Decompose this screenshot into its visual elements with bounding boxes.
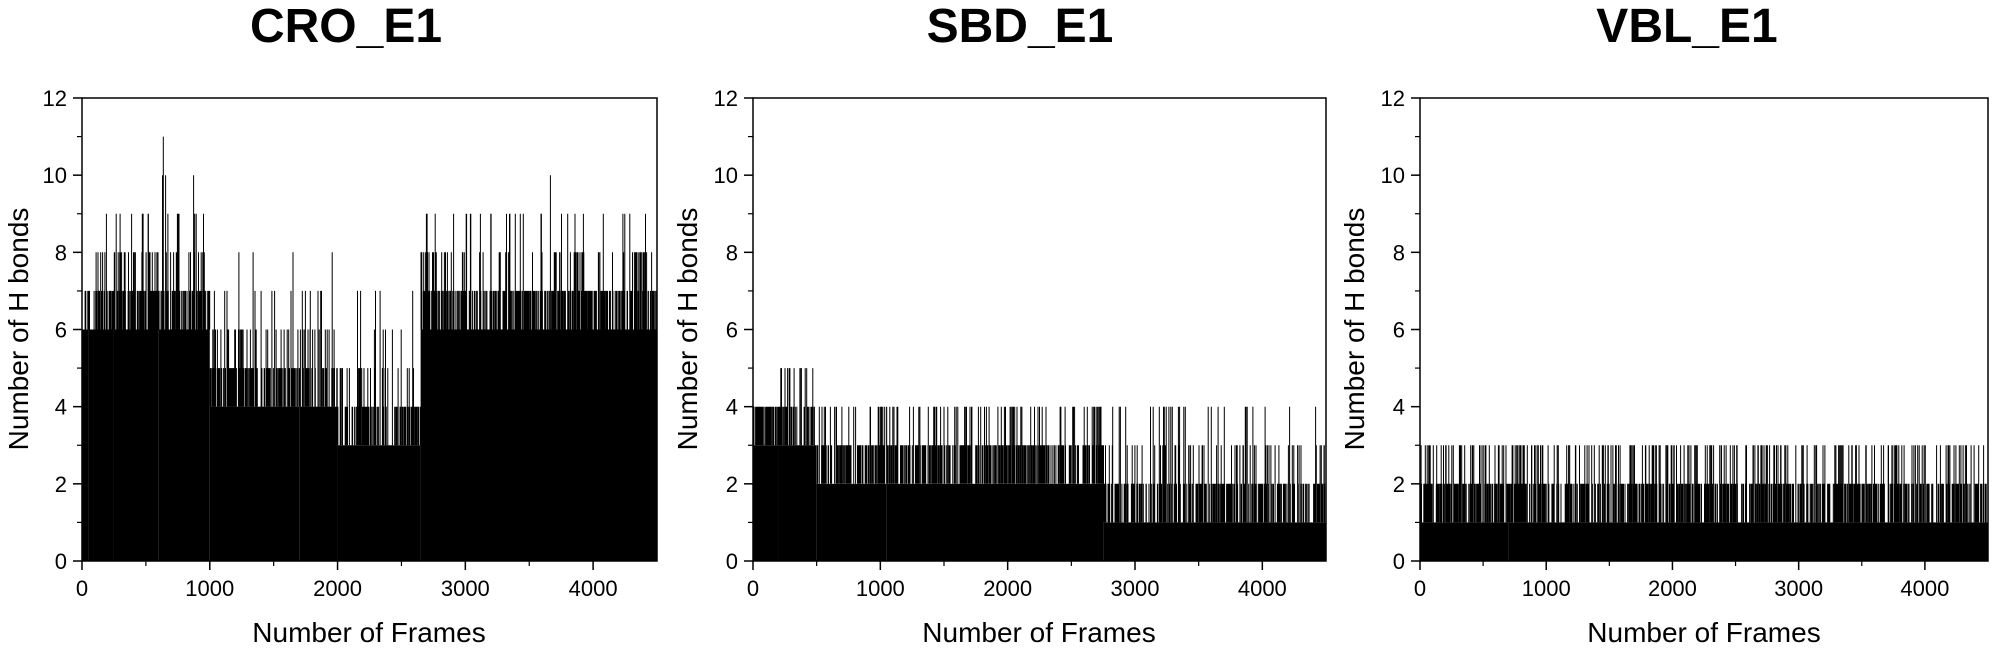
x-tick-label: 0	[1414, 576, 1426, 601]
y-tick-label: 12	[714, 86, 738, 111]
y-tick-label: 4	[1393, 395, 1405, 420]
x-tick-label: 4000	[1900, 576, 1949, 601]
x-tick-label: 2000	[1648, 576, 1697, 601]
y-tick-label: 2	[1393, 472, 1405, 497]
x-ticks: 0 1000 2000 3000 4000	[1414, 561, 1949, 601]
y-tick-label: 2	[726, 472, 738, 497]
x-axis-label: Number of Frames	[922, 617, 1155, 648]
x-tick-label: 0	[76, 576, 88, 601]
y-tick-label: 6	[1393, 318, 1405, 343]
y-tick-label: 12	[1381, 86, 1405, 111]
bar-segment	[420, 329, 542, 561]
bar-segment	[778, 445, 817, 561]
x-axis-label: Number of Frames	[1587, 617, 1820, 648]
bar-segment	[542, 329, 657, 561]
y-tick-label: 10	[1381, 163, 1405, 188]
x-tick-label: 2000	[983, 576, 1032, 601]
x-tick-label: 1000	[185, 576, 234, 601]
x-axis-label: Number of Frames	[252, 617, 485, 648]
y-ticks: 0 2 4 6 8 10 12	[43, 86, 82, 574]
panel-title: VBL_E1	[1596, 0, 1777, 53]
bar-segment	[337, 445, 421, 561]
x-tick-label: 1000	[1522, 576, 1571, 601]
y-tick-label: 6	[55, 318, 67, 343]
y-tick-label: 8	[55, 240, 67, 265]
y-tick-label: 0	[55, 549, 67, 574]
bar-segment	[886, 483, 1104, 561]
panel-cro-e1: CRO_E1 0 1000 2000 3000 4000 0 2 4 6 8 10 12 Numbe…	[3, 0, 658, 648]
x-tick-label: 4000	[1238, 576, 1287, 601]
x-tick-label: 3000	[1774, 576, 1823, 601]
bar-segment	[113, 329, 159, 561]
bars	[752, 368, 1326, 561]
panel-title: SBD_E1	[927, 0, 1114, 53]
x-tick-label: 1000	[856, 576, 905, 601]
panel-vbl-e1: VBL_E1 0 1000 2000 3000 4000 0 2 4 6 8 10 12 Numbe…	[1339, 0, 1989, 648]
y-tick-label: 10	[714, 163, 738, 188]
y-tick-label: 4	[55, 395, 67, 420]
x-tick-label: 3000	[1111, 576, 1160, 601]
x-tick-label: 0	[747, 576, 759, 601]
bar-segment	[1508, 522, 1988, 561]
bars	[1419, 445, 1988, 561]
y-axis-label: Number of H bonds	[1339, 208, 1370, 451]
y-tick-label: 0	[726, 549, 738, 574]
y-ticks: 0 2 4 6 8 10 12	[1381, 86, 1420, 574]
y-tick-label: 8	[1393, 240, 1405, 265]
bars	[82, 136, 657, 561]
bar-segment	[88, 329, 114, 561]
bar-segment	[753, 445, 779, 561]
y-axis-label: Number of H bonds	[3, 208, 34, 451]
y-tick-label: 8	[726, 240, 738, 265]
y-axis-label: Number of H bonds	[672, 208, 703, 451]
bar-segment	[1420, 522, 1509, 561]
x-ticks: 0 1000 2000 3000 4000	[747, 561, 1287, 601]
y-tick-label: 4	[726, 395, 738, 420]
x-tick-label: 3000	[441, 576, 490, 601]
bar-segment	[158, 329, 210, 561]
x-tick-label: 2000	[313, 576, 362, 601]
bar-segment	[299, 406, 338, 561]
panel-title: CRO_E1	[250, 0, 442, 53]
x-tick-label: 4000	[569, 576, 618, 601]
bar-spikes	[1419, 445, 1987, 523]
y-tick-label: 6	[726, 318, 738, 343]
bar-segment	[209, 406, 300, 561]
y-tick-label: 12	[43, 86, 67, 111]
bar-segment	[816, 483, 887, 561]
bar-segment	[1103, 522, 1326, 561]
bar-segment	[82, 329, 89, 561]
y-tick-label: 0	[1393, 549, 1405, 574]
bar-spikes	[84, 136, 657, 446]
y-ticks: 0 2 4 6 8 10 12	[714, 86, 753, 574]
y-tick-label: 10	[43, 163, 67, 188]
y-tick-label: 2	[55, 472, 67, 497]
x-ticks: 0 1000 2000 3000 4000	[76, 561, 618, 601]
panel-sbd-e1: SBD_E1 0 1000 2000 3000 4000 0 2 4 6 8 10 12 Numbe…	[672, 0, 1327, 648]
